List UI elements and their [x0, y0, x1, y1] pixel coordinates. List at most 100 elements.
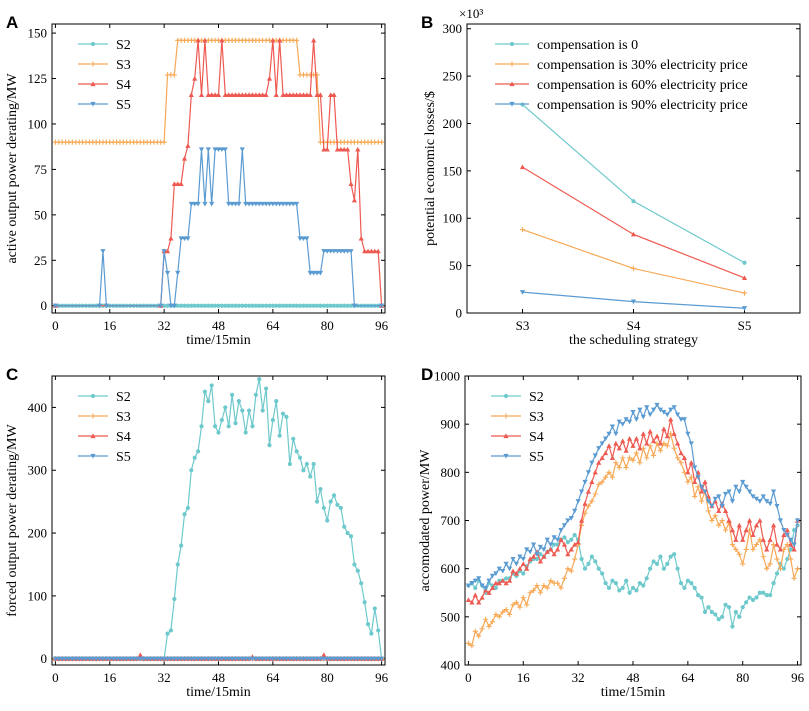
data-point	[788, 547, 793, 552]
data-point	[486, 590, 492, 595]
data-point	[784, 541, 790, 548]
legend-label: S5	[116, 98, 131, 113]
data-point	[314, 499, 320, 504]
data-point	[698, 484, 705, 490]
x-axis-label: time/15min	[186, 685, 251, 700]
data-point	[96, 303, 103, 309]
data-point	[671, 445, 677, 451]
data-point	[647, 412, 653, 418]
legend-item: compensation is 0	[495, 38, 638, 53]
data-point	[586, 561, 591, 566]
data-point	[596, 460, 602, 465]
legend-marker	[503, 413, 509, 419]
data-point	[688, 474, 694, 480]
data-point	[654, 561, 660, 566]
data-point	[348, 181, 354, 187]
data-point	[181, 236, 188, 242]
data-point	[592, 491, 598, 497]
data-point	[520, 594, 526, 601]
data-point	[689, 581, 694, 586]
data-point	[472, 592, 478, 598]
data-point	[297, 455, 303, 460]
data-point	[165, 631, 170, 636]
data-point	[144, 656, 150, 662]
data-point	[767, 561, 773, 567]
data-point	[544, 585, 550, 591]
data-point	[630, 585, 636, 591]
data-point	[226, 424, 231, 429]
data-point	[530, 542, 537, 548]
data-point	[503, 580, 509, 586]
data-point	[253, 392, 258, 397]
data-point	[476, 633, 482, 639]
data-point	[321, 303, 326, 308]
data-point	[328, 249, 334, 254]
data-point	[311, 270, 317, 276]
data-point	[314, 303, 320, 308]
panel-d: D 400 500 600 700 800 900 1000 0 16 32 48 64 80 96 time…	[418, 365, 805, 700]
data-point	[568, 546, 574, 552]
data-point	[304, 303, 309, 308]
data-point	[650, 438, 657, 444]
data-point	[280, 656, 286, 662]
data-point	[232, 92, 239, 97]
data-point	[602, 474, 609, 480]
data-point	[469, 599, 475, 605]
data-point	[541, 547, 547, 552]
data-point	[124, 656, 130, 662]
data-point	[551, 551, 557, 557]
data-point	[314, 92, 320, 97]
y-tick-label: 900	[441, 417, 461, 432]
data-point	[702, 609, 708, 615]
data-point	[709, 517, 715, 524]
data-point	[733, 484, 739, 490]
data-point	[175, 656, 181, 662]
data-point	[205, 92, 211, 97]
data-point	[767, 537, 773, 542]
data-point	[195, 656, 201, 662]
data-point	[222, 92, 228, 97]
data-point	[304, 461, 309, 467]
data-point	[764, 546, 770, 552]
data-point	[479, 594, 485, 600]
data-point	[702, 489, 708, 495]
data-point	[341, 249, 347, 254]
data-point	[657, 448, 664, 454]
data-point	[476, 599, 482, 605]
data-point	[209, 656, 215, 662]
data-point	[469, 581, 475, 586]
data-point	[324, 249, 330, 254]
data-point	[764, 566, 770, 572]
data-point	[630, 443, 636, 448]
data-point	[706, 605, 711, 610]
data-point	[496, 614, 502, 620]
data-point	[56, 656, 62, 662]
plot-area	[519, 102, 748, 311]
data-point	[358, 235, 364, 241]
data-point	[513, 599, 520, 605]
data-point	[486, 623, 492, 630]
data-point	[297, 303, 303, 308]
data-point	[229, 92, 235, 97]
data-point	[300, 92, 307, 97]
data-point	[561, 541, 568, 547]
data-point	[760, 537, 766, 542]
legend-label: S2	[529, 390, 544, 405]
data-point	[168, 303, 174, 309]
data-point	[90, 656, 96, 662]
data-point	[287, 461, 292, 467]
y-tick-label: 0	[41, 298, 48, 313]
data-point	[729, 541, 736, 548]
data-point	[266, 75, 273, 81]
data-point	[709, 609, 714, 615]
legend-marker	[90, 61, 96, 67]
data-point	[362, 600, 367, 605]
data-point	[270, 417, 275, 423]
data-point	[189, 303, 194, 308]
panel-label-d: D	[421, 365, 433, 384]
data-point	[565, 566, 571, 572]
data-point	[291, 436, 296, 441]
data-point	[100, 656, 106, 662]
data-point	[338, 505, 343, 511]
data-point	[722, 508, 729, 513]
